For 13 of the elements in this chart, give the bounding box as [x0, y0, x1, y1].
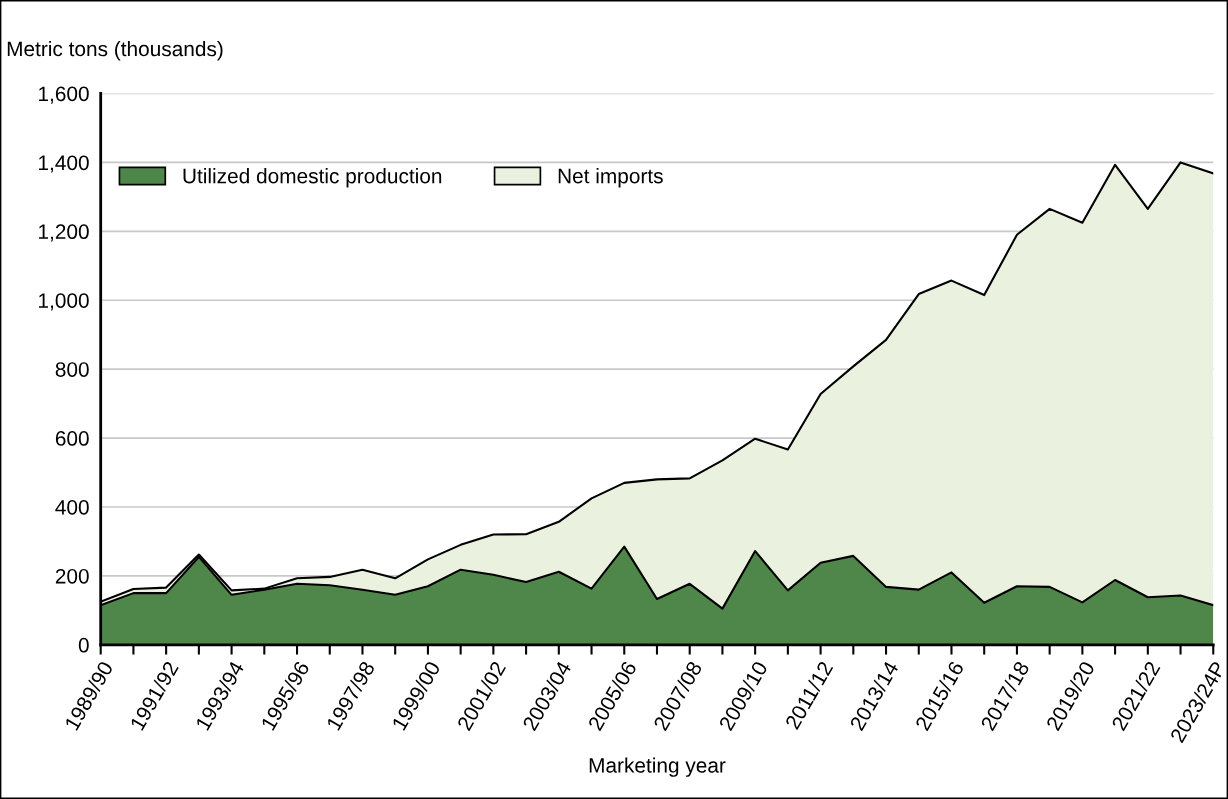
- y-tick-label: 1,600: [39, 86, 89, 104]
- y-tick-label: 0: [78, 637, 89, 653]
- y-tick-label: 1,000: [39, 293, 89, 311]
- y-tick-label: 400: [55, 499, 89, 515]
- legend-label: Utilized domestic production: [183, 168, 442, 188]
- y-tick-label: 800: [55, 362, 89, 377]
- y-tick-label: 600: [55, 431, 89, 446]
- x-axis-title: Marketing year: [589, 757, 726, 777]
- y-tick-label: 1,200: [39, 224, 89, 242]
- y-tick-label: 1,400: [39, 155, 89, 173]
- y-axis-title: Metric tons (thousands): [7, 40, 223, 61]
- y-tick-label: 200: [55, 568, 89, 584]
- legend-label: Net imports: [558, 168, 663, 188]
